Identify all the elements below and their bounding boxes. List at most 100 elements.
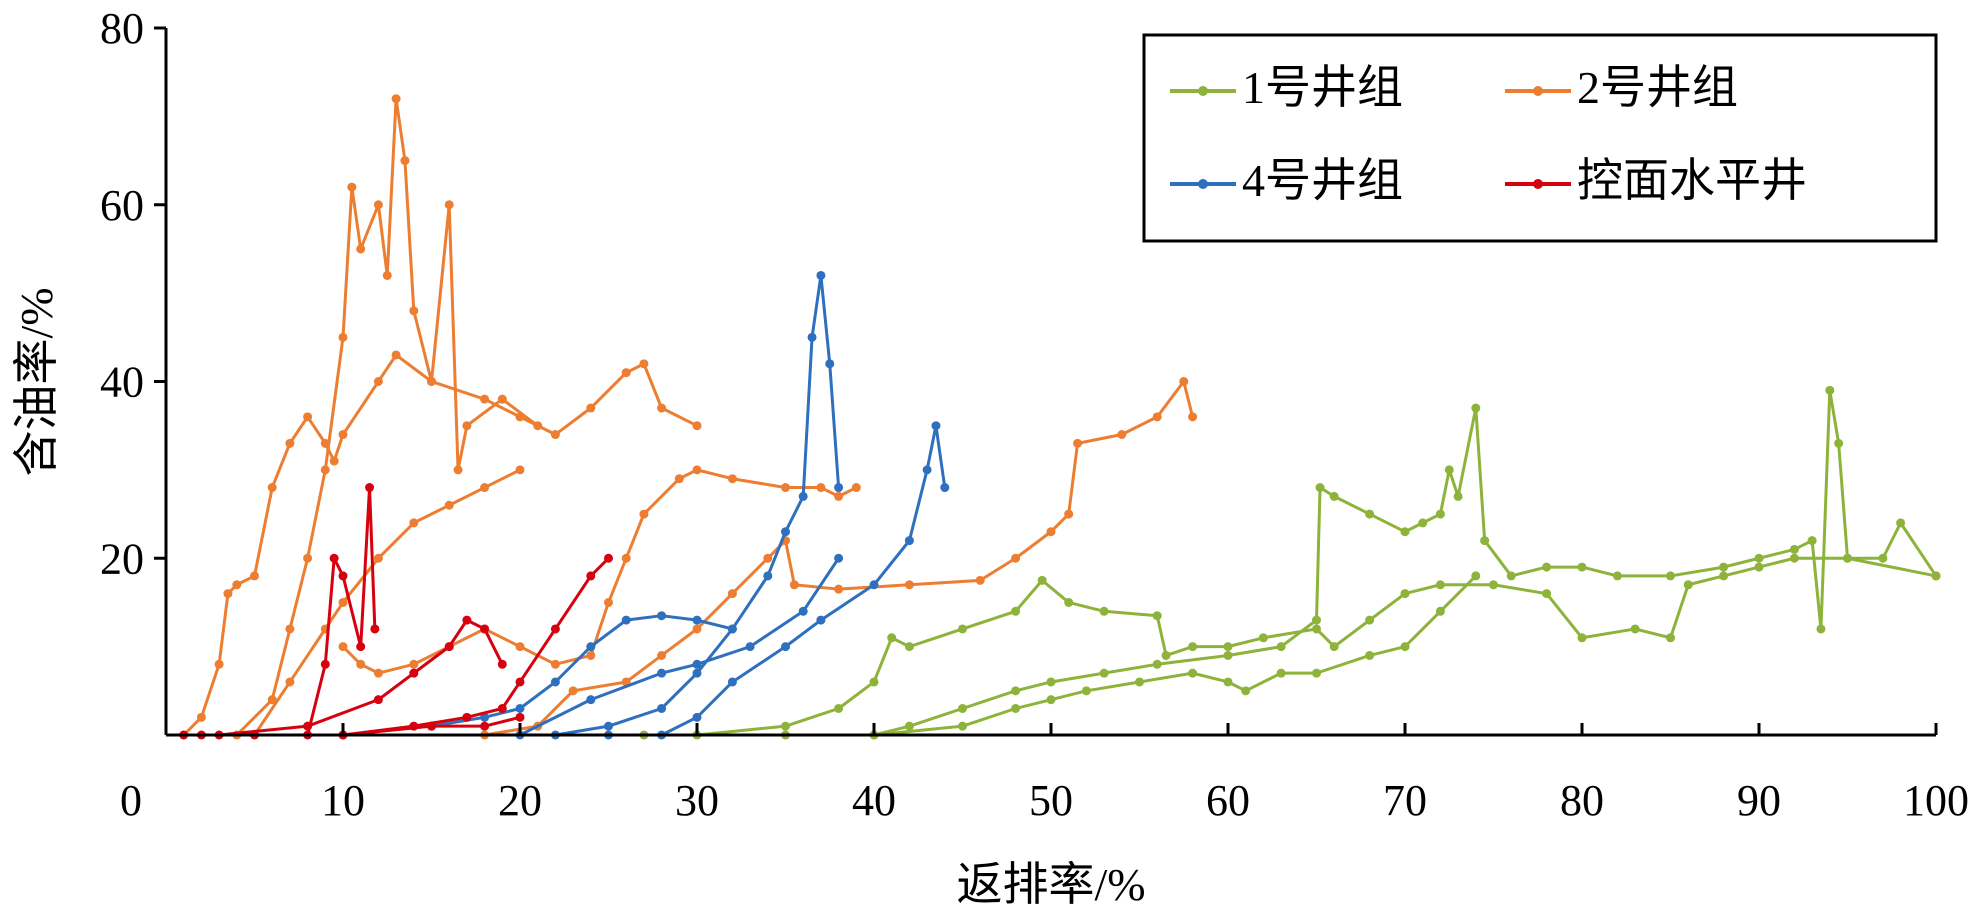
data-point <box>1542 562 1552 572</box>
data-point <box>267 483 277 493</box>
data-point <box>825 359 835 369</box>
data-point <box>1312 615 1321 625</box>
data-point <box>365 483 375 493</box>
data-point <box>692 465 702 475</box>
data-point <box>816 483 826 493</box>
data-point <box>550 677 560 687</box>
data-point <box>1117 430 1127 440</box>
x-tick-label: 90 <box>1737 776 1781 825</box>
data-point <box>1365 615 1375 625</box>
series-1 <box>639 385 1941 740</box>
data-point <box>409 659 419 669</box>
data-point <box>356 244 366 254</box>
data-point <box>196 712 206 722</box>
data-point <box>1046 695 1056 705</box>
data-point <box>657 611 667 621</box>
data-point <box>1435 580 1445 590</box>
data-point <box>834 584 844 594</box>
data-point <box>1612 571 1622 581</box>
data-point <box>1789 553 1799 563</box>
data-point <box>586 403 596 413</box>
series-line <box>235 97 539 737</box>
data-point <box>904 721 914 731</box>
data-point <box>1683 580 1693 590</box>
data-point <box>338 571 348 581</box>
data-point <box>1754 562 1764 572</box>
data-point <box>904 642 914 652</box>
data-point <box>763 571 773 581</box>
data-point <box>1152 611 1162 621</box>
data-point <box>480 712 490 722</box>
data-point <box>427 721 436 731</box>
data-point <box>409 668 419 678</box>
data-point <box>303 553 313 563</box>
data-point <box>320 465 330 475</box>
data-point <box>1152 659 1162 669</box>
data-point <box>1931 571 1941 581</box>
data-point <box>869 580 879 590</box>
legend: 1号井组 2号井组 4号井组 控面水平井 <box>1142 33 1938 243</box>
data-point <box>692 624 702 634</box>
data-point <box>834 703 844 713</box>
data-point <box>462 712 472 722</box>
data-point <box>356 642 366 652</box>
series-line <box>643 388 1938 737</box>
data-point <box>674 474 684 484</box>
data-point <box>1878 553 1888 563</box>
data-point <box>586 571 596 581</box>
data-point <box>1046 527 1056 537</box>
data-point <box>657 668 667 678</box>
data-point <box>453 465 463 475</box>
data-point <box>692 615 702 625</box>
data-point <box>427 377 436 386</box>
data-point <box>1630 624 1640 634</box>
data-point <box>1365 650 1375 660</box>
data-point <box>727 677 737 687</box>
data-point <box>621 553 631 563</box>
data-point <box>250 571 259 581</box>
data-point <box>586 695 596 705</box>
data-point <box>639 359 649 369</box>
x-tick-label: 60 <box>1206 776 1250 825</box>
data-point <box>1276 668 1286 678</box>
data-point <box>391 350 401 360</box>
x-tick-label: 0 <box>120 776 142 825</box>
data-point <box>1064 597 1074 607</box>
data-point <box>958 721 967 731</box>
legend-marker <box>1198 86 1208 96</box>
data-point <box>497 703 507 713</box>
data-point <box>223 589 233 599</box>
data-point <box>727 624 737 634</box>
data-point <box>639 509 649 519</box>
data-point <box>1542 589 1552 599</box>
data-point <box>550 624 560 634</box>
data-point <box>373 668 383 678</box>
data-point <box>550 659 560 669</box>
data-point <box>1719 571 1729 581</box>
data-point <box>515 642 525 652</box>
data-point <box>834 491 844 501</box>
data-point <box>462 421 472 431</box>
data-point <box>922 465 932 475</box>
data-point <box>1807 536 1817 546</box>
data-point <box>373 553 383 563</box>
data-point <box>692 659 702 669</box>
data-point <box>1223 650 1233 660</box>
series-4 <box>179 483 613 740</box>
data-point <box>781 483 790 493</box>
data-point <box>462 615 472 625</box>
legend-label: 4号井组 <box>1242 155 1403 206</box>
data-point <box>1435 509 1445 519</box>
y-tick-label: 60 <box>100 181 144 230</box>
data-point <box>781 527 790 537</box>
y-tick-label: 40 <box>100 358 144 407</box>
data-point <box>586 650 596 660</box>
data-point <box>497 659 507 669</box>
data-point <box>1400 642 1410 652</box>
data-point <box>657 650 667 660</box>
legend-label: 1号井组 <box>1242 62 1403 113</box>
data-point <box>267 695 277 705</box>
data-point <box>958 624 967 634</box>
data-point <box>356 659 366 669</box>
series-line <box>696 556 1937 737</box>
